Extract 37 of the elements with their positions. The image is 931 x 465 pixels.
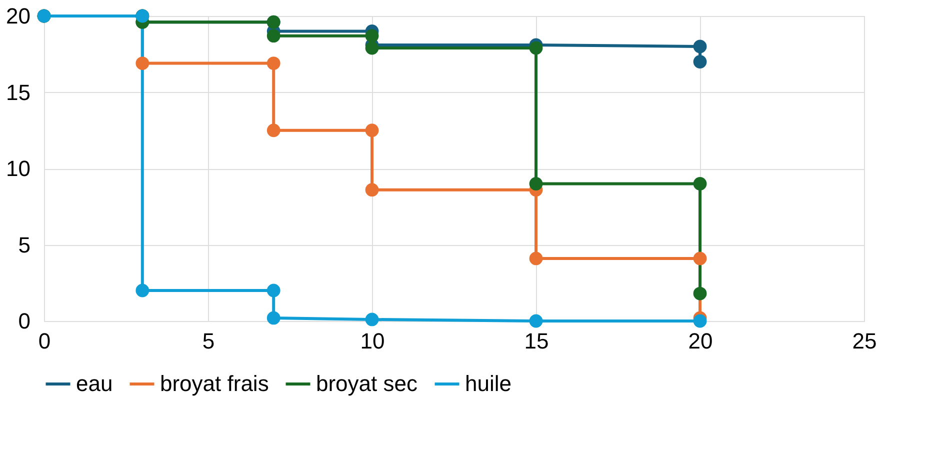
point	[266, 29, 280, 43]
y-tick-label: 0	[18, 308, 30, 334]
y-tick-label: 15	[6, 80, 30, 105]
x-tick-label: 0	[38, 328, 51, 354]
x-tick-label: 5	[202, 328, 215, 354]
x-tick-label: 20	[688, 328, 713, 354]
y-tick-label: 5	[18, 232, 30, 258]
point	[365, 29, 379, 43]
point	[693, 40, 707, 54]
legend-label: huile	[465, 371, 512, 396]
point	[266, 311, 280, 325]
x-tick-label: 15	[524, 328, 549, 354]
point	[136, 284, 150, 298]
point	[266, 124, 280, 138]
point	[529, 252, 543, 266]
point	[693, 177, 707, 190]
point	[365, 312, 379, 326]
x-tick-label: 10	[360, 328, 385, 354]
point	[266, 56, 280, 70]
legend-label: eau	[76, 371, 113, 396]
point	[365, 183, 379, 197]
point	[693, 286, 707, 300]
point	[529, 41, 543, 55]
point	[693, 252, 707, 266]
point	[365, 124, 379, 138]
point	[693, 55, 707, 68]
point	[266, 284, 280, 298]
point	[529, 177, 543, 190]
point	[136, 56, 150, 70]
legend-label: broyat frais	[160, 371, 269, 396]
legend-label: broyat sec	[316, 371, 418, 396]
y-tick-label: 20	[6, 4, 30, 28]
point	[693, 314, 707, 328]
x-tick-label: 25	[852, 328, 877, 354]
point	[529, 314, 543, 328]
y-tick-label: 10	[6, 156, 30, 181]
point	[365, 41, 379, 55]
